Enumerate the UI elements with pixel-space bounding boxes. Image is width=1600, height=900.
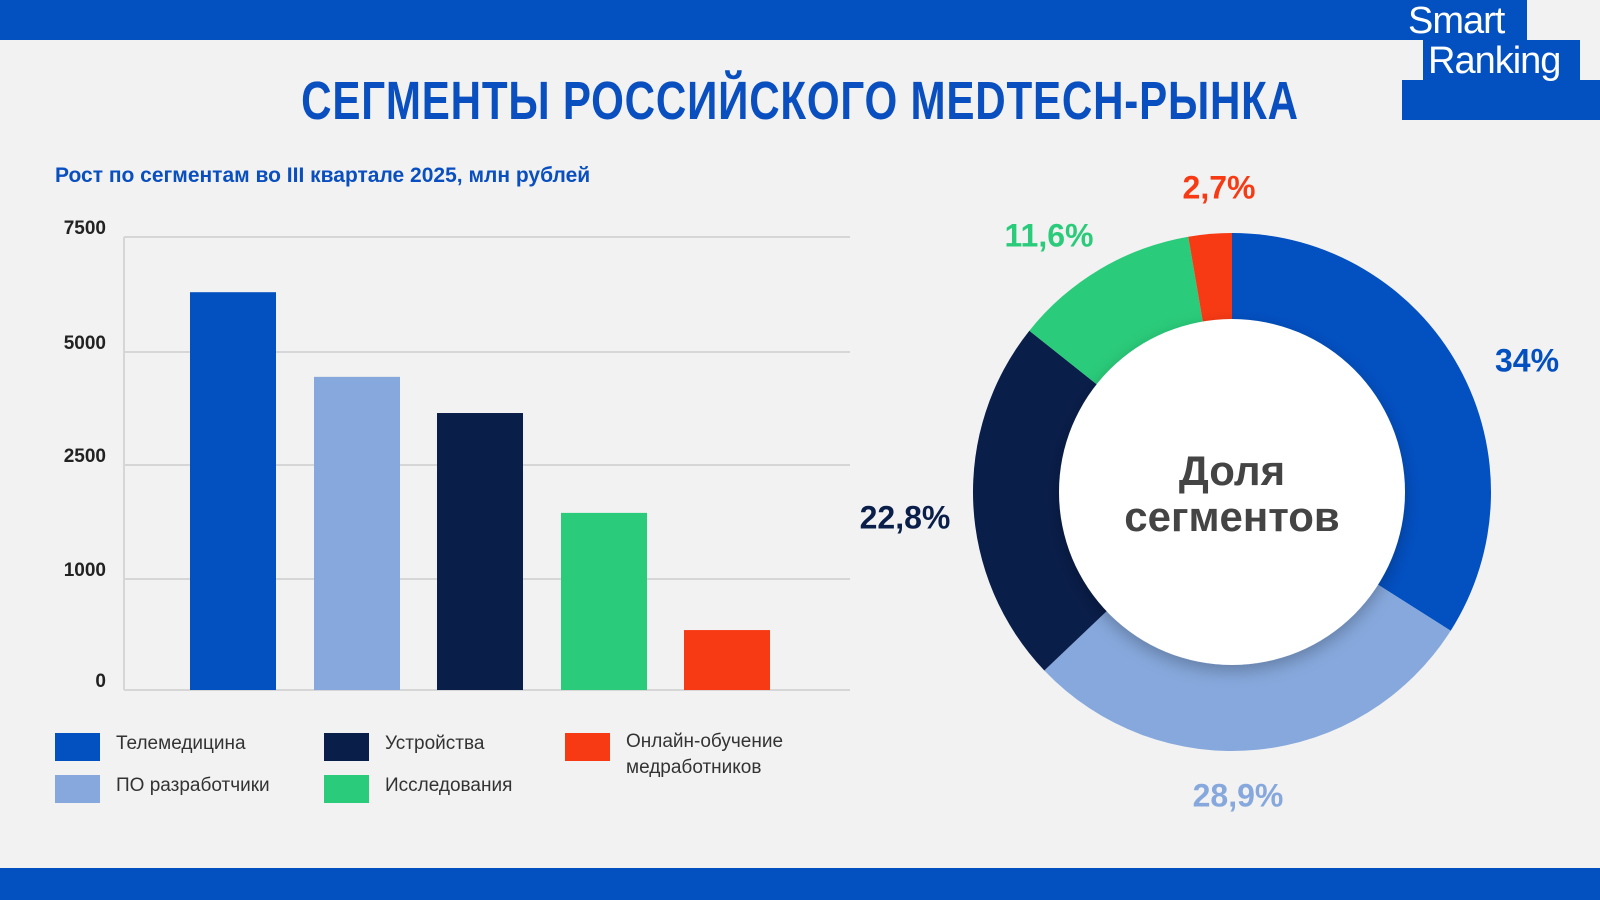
y-tick-label: 2500	[64, 446, 106, 467]
legend-label: Исследования	[385, 775, 513, 796]
legend-label: Онлайн-обучение медработников	[626, 731, 784, 778]
page-title: СЕГМЕНТЫ РОССИЙСКОГО MEDTECH-РЫНКА	[301, 71, 1299, 131]
donut-percent-label: 2,7%	[1182, 169, 1256, 206]
legend-swatch	[55, 775, 100, 803]
bottom-bar	[0, 868, 1600, 900]
legend-swatch	[55, 733, 100, 761]
donut-percent-label: 34%	[1494, 342, 1560, 379]
donut-center-title: Доля сегментов	[1124, 448, 1340, 540]
donut-percent-label: 22,8%	[859, 499, 951, 536]
bar-1	[314, 376, 400, 690]
donut-center-line2: сегментов	[1124, 493, 1340, 540]
bar-2	[437, 413, 523, 690]
logo-line2: Ranking	[1428, 40, 1561, 82]
y-tick-label: 0	[95, 671, 106, 692]
bar-chart-title: Рост по сегментам во III квартале 2025, …	[55, 164, 591, 187]
donut-percent-label: 11,6%	[1004, 217, 1094, 254]
donut-center-line1: Доля	[1178, 447, 1286, 494]
legend-swatch	[565, 733, 610, 761]
logo-line1: Smart	[1408, 0, 1505, 42]
y-tick-label: 1000	[64, 560, 106, 581]
legend-swatch	[324, 733, 369, 761]
bar-0	[190, 292, 276, 690]
legend-item: Устройства	[324, 733, 484, 761]
legend-label: ПО разработчики	[116, 775, 270, 796]
legend-item: Онлайн-обучение медработников	[565, 731, 806, 781]
bar-3	[561, 512, 647, 690]
legend-item: ПО разработчики	[55, 775, 270, 803]
y-tick-label: 7500	[64, 218, 106, 239]
legend-label: Телемедицина	[116, 733, 246, 754]
legend-item: Исследования	[324, 775, 512, 803]
donut-hole	[1059, 319, 1405, 665]
donut-percent-label: 28,9%	[1192, 777, 1284, 814]
legend-swatch	[324, 775, 369, 803]
smart-ranking-logo: Smart Ranking	[0, 0, 1600, 125]
legend-item: Телемедицина	[55, 733, 246, 761]
legend-label: Устройства	[385, 733, 485, 754]
bar-4	[684, 630, 770, 690]
y-tick-label: 5000	[64, 333, 106, 354]
top-bar	[0, 0, 1527, 40]
